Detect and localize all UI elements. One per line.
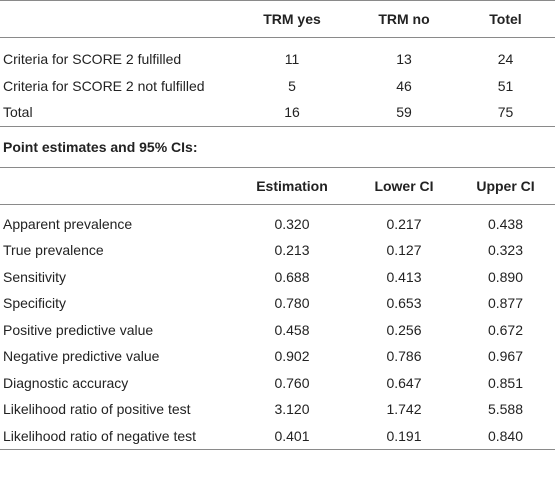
table-row: Diagnostic accuracy 0.760 0.647 0.851 — [0, 370, 555, 397]
cell-value: 0.780 — [274, 295, 310, 312]
header-cell-empty — [0, 0, 232, 38]
table-row: Negative predictive value 0.902 0.786 0.… — [0, 343, 555, 370]
cell-value: 5.588 — [487, 401, 524, 418]
row-label: Apparent prevalence — [3, 215, 133, 232]
cell-value: 51 — [497, 77, 514, 94]
cell-value: 3.120 — [274, 401, 310, 418]
table-row: True prevalence 0.213 0.127 0.323 — [0, 237, 555, 264]
cell-value: 0.401 — [232, 422, 352, 450]
cell-value: 0.786 — [386, 348, 422, 365]
table-row: Criteria for SCORE 2 not fulfilled 5 46 … — [0, 73, 555, 100]
cell-value: 0.890 — [487, 268, 524, 285]
section-title: Point estimates and 95% CIs: — [0, 126, 555, 168]
cell-value: 0.458 — [274, 321, 310, 338]
row-label: Specificity — [3, 295, 67, 312]
cell-value: 0.760 — [274, 374, 310, 391]
cell-value: 0.413 — [386, 268, 422, 285]
cell-value: 0.840 — [456, 422, 555, 450]
cell-value: 11 — [284, 51, 300, 68]
table-row: Positive predictive value 0.458 0.256 0.… — [0, 317, 555, 344]
row-label: Criteria for SCORE 2 fulfilled — [3, 51, 182, 68]
cell-value: 24 — [497, 51, 514, 68]
cell-value: 0.967 — [487, 348, 524, 365]
header-lower-ci: Lower CI — [352, 167, 456, 205]
table-row: Criteria for SCORE 2 fulfilled 11 13 24 — [0, 46, 555, 73]
cell-value: 1.742 — [386, 401, 422, 418]
table-row: Likelihood ratio of positive test 3.120 … — [0, 396, 555, 423]
table-row: Total 16 59 75 — [0, 99, 555, 127]
cell-value: 0.323 — [487, 242, 524, 259]
header-trm-no: TRM no — [352, 0, 456, 38]
row-label: Diagnostic accuracy — [3, 374, 129, 391]
header-total: Totel — [456, 0, 555, 38]
row-label: Negative predictive value — [3, 348, 160, 365]
cell-value: 59 — [352, 99, 456, 127]
table-row: Apparent prevalence 0.320 0.217 0.438 — [0, 211, 555, 238]
cell-value: 0.320 — [274, 215, 310, 232]
section-title-row: Point estimates and 95% CIs: — [0, 126, 555, 168]
table-row: Sensitivity 0.688 0.413 0.890 — [0, 264, 555, 291]
cell-value: 0.191 — [352, 422, 456, 450]
cell-value: 0.438 — [487, 215, 524, 232]
cell-value: 0.877 — [487, 295, 524, 312]
row-label: Sensitivity — [3, 268, 67, 285]
header-estimation: Estimation — [232, 167, 352, 205]
cell-value: 0.688 — [274, 268, 310, 285]
row-label: Total — [0, 99, 232, 127]
estimates-header-row: Estimation Lower CI Upper CI — [0, 167, 555, 205]
row-label: Criteria for SCORE 2 not fulfilled — [3, 77, 205, 94]
results-table: TRM yes TRM no Totel Criteria for SCORE … — [0, 0, 555, 450]
cell-value: 0.902 — [274, 348, 310, 365]
table-row: Likelihood ratio of negative test 0.401 … — [0, 422, 555, 450]
cell-value: 5 — [288, 77, 296, 94]
cell-value: 0.851 — [487, 374, 524, 391]
cell-value: 0.672 — [487, 321, 524, 338]
cell-value: 75 — [456, 99, 555, 127]
cell-value: 0.653 — [386, 295, 422, 312]
cell-value: 16 — [232, 99, 352, 127]
cell-value: 0.647 — [386, 374, 422, 391]
table-row: Specificity 0.780 0.653 0.877 — [0, 290, 555, 317]
spacer-row — [0, 38, 555, 47]
row-label: Likelihood ratio of negative test — [0, 422, 232, 450]
contingency-header-row: TRM yes TRM no Totel — [0, 0, 555, 38]
header-cell-empty — [0, 167, 232, 205]
header-upper-ci: Upper CI — [456, 167, 555, 205]
header-trm-yes: TRM yes — [232, 0, 352, 38]
cell-value: 46 — [396, 77, 412, 94]
cell-value: 0.213 — [274, 242, 310, 259]
row-label: Positive predictive value — [3, 321, 154, 338]
cell-value: 0.127 — [386, 242, 422, 259]
row-label: True prevalence — [3, 242, 104, 259]
cell-value: 0.256 — [386, 321, 422, 338]
row-label: Likelihood ratio of positive test — [3, 401, 191, 418]
cell-value: 0.217 — [386, 215, 422, 232]
cell-value: 13 — [396, 51, 412, 68]
